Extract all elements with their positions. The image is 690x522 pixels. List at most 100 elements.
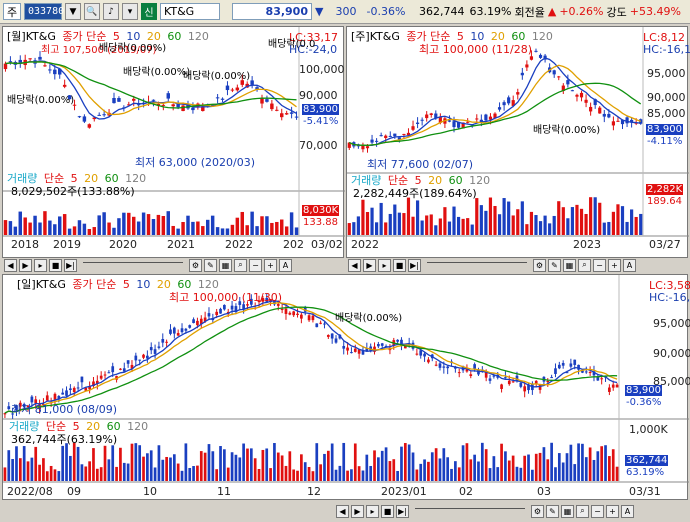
volume-bar — [230, 224, 235, 235]
tool-icon[interactable]: ✎ — [204, 258, 217, 272]
minus-icon[interactable]: − — [249, 258, 262, 272]
price-axis-label: 90,000 — [653, 347, 690, 360]
dividend-label: 배당락(0.0 — [268, 39, 316, 50]
volume-bar — [598, 202, 602, 235]
scroll-right-icon[interactable]: ▶ — [363, 258, 376, 272]
candle-body — [516, 92, 520, 95]
stop-icon[interactable]: ■ — [393, 258, 406, 272]
grid-icon[interactable]: ▦ — [219, 258, 232, 272]
volume-bar — [608, 456, 611, 481]
low-marker-text: 최저 77,600 (02/07) — [367, 158, 474, 171]
font-icon[interactable]: A — [623, 258, 636, 272]
volume-bar — [361, 199, 365, 235]
play-icon[interactable]: ▸ — [366, 504, 379, 518]
scroll-left-icon[interactable]: ◀ — [4, 258, 17, 272]
play-icon[interactable]: ▸ — [34, 258, 47, 272]
volume-bar — [288, 451, 292, 481]
volume-bar — [446, 457, 450, 481]
vol-ma120-label: 120 — [127, 420, 149, 433]
candle-body — [377, 343, 380, 347]
volume-bar — [350, 469, 353, 481]
candle-body — [452, 121, 456, 128]
play-icon[interactable]: ▸ — [378, 258, 391, 272]
volume-bar — [171, 225, 175, 235]
zoom-icon[interactable]: ⌕ — [576, 504, 589, 518]
grid-icon[interactable]: ▦ — [563, 258, 576, 272]
volume-bar — [225, 228, 230, 235]
minus-icon[interactable]: − — [593, 258, 606, 272]
volume-bar — [519, 467, 523, 481]
code-input[interactable]: 033780 — [24, 3, 64, 20]
settings-icon[interactable]: ⚙ — [189, 258, 202, 272]
candle-body — [473, 364, 476, 369]
zoom-slider[interactable] — [427, 262, 527, 268]
volume-bar — [196, 221, 200, 235]
volume-bar — [102, 212, 106, 235]
scroll-right-icon[interactable]: ▶ — [19, 258, 32, 272]
dropdown-icon[interactable]: ▼ — [65, 3, 81, 20]
monthly-chart-panel[interactable]: [월]KT&G 종가 단순 5 10 20 60 120 LC:33,17 HC… — [2, 26, 345, 258]
chevron-down-icon[interactable]: ▾ — [122, 3, 138, 20]
search-icon[interactable]: 🔍 — [84, 3, 100, 20]
plus-icon[interactable]: + — [608, 258, 621, 272]
market-select[interactable]: 주 — [3, 3, 21, 20]
volume-bar — [15, 446, 18, 481]
daily-chart-panel[interactable]: [일]KT&G 종가 단순 5 10 20 60 120 LC:3,58 HC:… — [2, 274, 690, 500]
stop-icon[interactable]: ■ — [49, 258, 62, 272]
settings-icon[interactable]: ⚙ — [531, 504, 544, 518]
zoom-slider[interactable] — [415, 508, 525, 514]
volume-bar — [315, 443, 319, 481]
volume-bar — [191, 221, 195, 235]
x-axis-label: 2022 — [351, 238, 379, 251]
font-icon[interactable]: A — [279, 258, 292, 272]
volume-bar — [250, 211, 254, 235]
volume-bar — [136, 221, 141, 235]
end-icon[interactable]: ▶| — [408, 258, 421, 272]
scroll-left-icon[interactable]: ◀ — [336, 504, 349, 518]
candle-body — [192, 319, 195, 324]
minus-icon[interactable]: − — [591, 504, 604, 518]
stop-icon[interactable]: ■ — [381, 504, 394, 518]
ma20-label: 20 — [156, 278, 171, 291]
scroll-left-icon[interactable]: ◀ — [348, 258, 361, 272]
font-icon[interactable]: A — [621, 504, 634, 518]
moving-average-line — [5, 61, 297, 109]
volume-bar — [557, 201, 561, 235]
volume-bar — [33, 215, 37, 235]
volume-bar — [53, 469, 57, 481]
zoom-icon[interactable]: ⌕ — [234, 258, 247, 272]
volume-bar — [181, 221, 185, 235]
zoom-icon[interactable]: ⌕ — [578, 258, 591, 272]
candle-body — [65, 390, 68, 396]
end-icon[interactable]: ▶| — [64, 258, 77, 272]
tool-icon[interactable]: ✎ — [546, 504, 559, 518]
speaker-icon[interactable]: ♪ — [103, 3, 119, 20]
volume-bar — [199, 451, 203, 481]
plus-icon[interactable]: + — [264, 258, 277, 272]
scroll-right-icon[interactable]: ▶ — [351, 504, 364, 518]
volume-bar — [88, 461, 91, 481]
volume-bar — [388, 213, 392, 235]
volume-bar — [215, 469, 219, 481]
tool-icon[interactable]: ✎ — [548, 258, 561, 272]
grid-icon[interactable]: ▦ — [561, 504, 574, 518]
volume-bar — [146, 214, 151, 235]
zoom-slider[interactable] — [83, 262, 183, 268]
settings-icon[interactable]: ⚙ — [533, 258, 546, 272]
weekly-chart-panel[interactable]: [주]KT&G 종가 단순 5 10 20 60 120 LC:8,12 HC:… — [346, 26, 690, 258]
candle-body — [53, 69, 57, 75]
stock-name-field[interactable]: KT&G — [160, 3, 220, 20]
candle-body — [507, 97, 511, 104]
candle-body — [265, 99, 269, 102]
volume-bar — [342, 442, 346, 481]
volume-bar — [434, 225, 438, 235]
hc-label: HC:-24,0 — [289, 43, 338, 56]
volume-bar — [438, 218, 442, 235]
candle-body — [76, 387, 80, 389]
volume-bar — [92, 227, 96, 235]
plus-icon[interactable]: + — [606, 504, 619, 518]
volume-bar — [581, 443, 584, 481]
series-label: 종가 단순 — [406, 30, 451, 43]
end-icon[interactable]: ▶| — [396, 504, 409, 518]
candle-body — [573, 359, 577, 365]
